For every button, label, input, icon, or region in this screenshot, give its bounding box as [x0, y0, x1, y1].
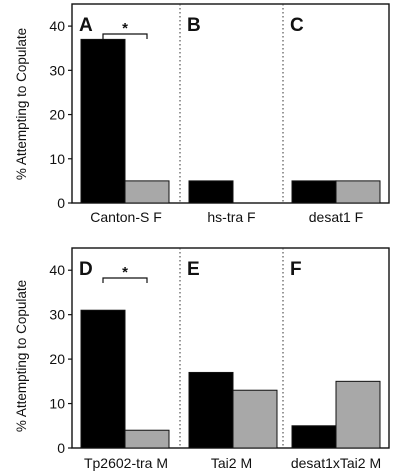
panel-letter: F — [290, 259, 302, 280]
bar — [232, 389, 278, 449]
y-tick-label: 40 — [49, 262, 65, 278]
category-label: Tp2602-tra M — [84, 455, 168, 471]
y-tick-label: 0 — [57, 195, 65, 211]
significance-marker: * — [122, 264, 128, 281]
bar — [291, 425, 337, 449]
y-axis-label: % Attempting to Copulate — [14, 280, 29, 432]
category-label: Tai2 M — [211, 455, 252, 471]
significance-bracket — [102, 277, 148, 283]
y-tick-label: 20 — [49, 351, 65, 367]
bar — [335, 380, 381, 449]
chart-bottom: 0 10 20 30 40 % Attempting to Copulate D * Tp260… — [14, 247, 390, 471]
bar — [335, 180, 381, 204]
bar — [291, 180, 337, 204]
y-tick-label: 30 — [49, 62, 65, 78]
panel-letter: D — [79, 259, 93, 280]
y-tick-label: 20 — [49, 107, 65, 123]
panel-letter: A — [79, 15, 93, 36]
panel-letter: C — [290, 15, 304, 36]
panel-letter: B — [187, 15, 201, 36]
bar — [80, 38, 126, 204]
y-tick-label: 10 — [49, 151, 65, 167]
y-tick-label: 40 — [49, 18, 65, 34]
bar — [124, 429, 170, 449]
bar — [80, 309, 126, 449]
y-tick-label: 30 — [49, 307, 65, 323]
category-label: Canton-S F — [90, 209, 162, 225]
bar — [188, 371, 234, 449]
bar — [188, 180, 234, 204]
category-label: desat1 F — [309, 209, 363, 225]
category-label: desat1xTai2 M — [291, 455, 381, 471]
y-tick-label: 0 — [57, 440, 65, 456]
significance-marker: * — [122, 20, 128, 37]
bar — [124, 180, 170, 204]
y-tick-label: 10 — [49, 396, 65, 412]
y-axis-label: % Attempting to Copulate — [14, 28, 29, 180]
chart-top: 0 10 20 30 40 % Attempting to Copulate A * Canto… — [14, 3, 390, 225]
panel-letter: E — [187, 259, 200, 280]
category-label: hs-tra F — [207, 209, 255, 225]
significance-bracket — [102, 33, 148, 39]
